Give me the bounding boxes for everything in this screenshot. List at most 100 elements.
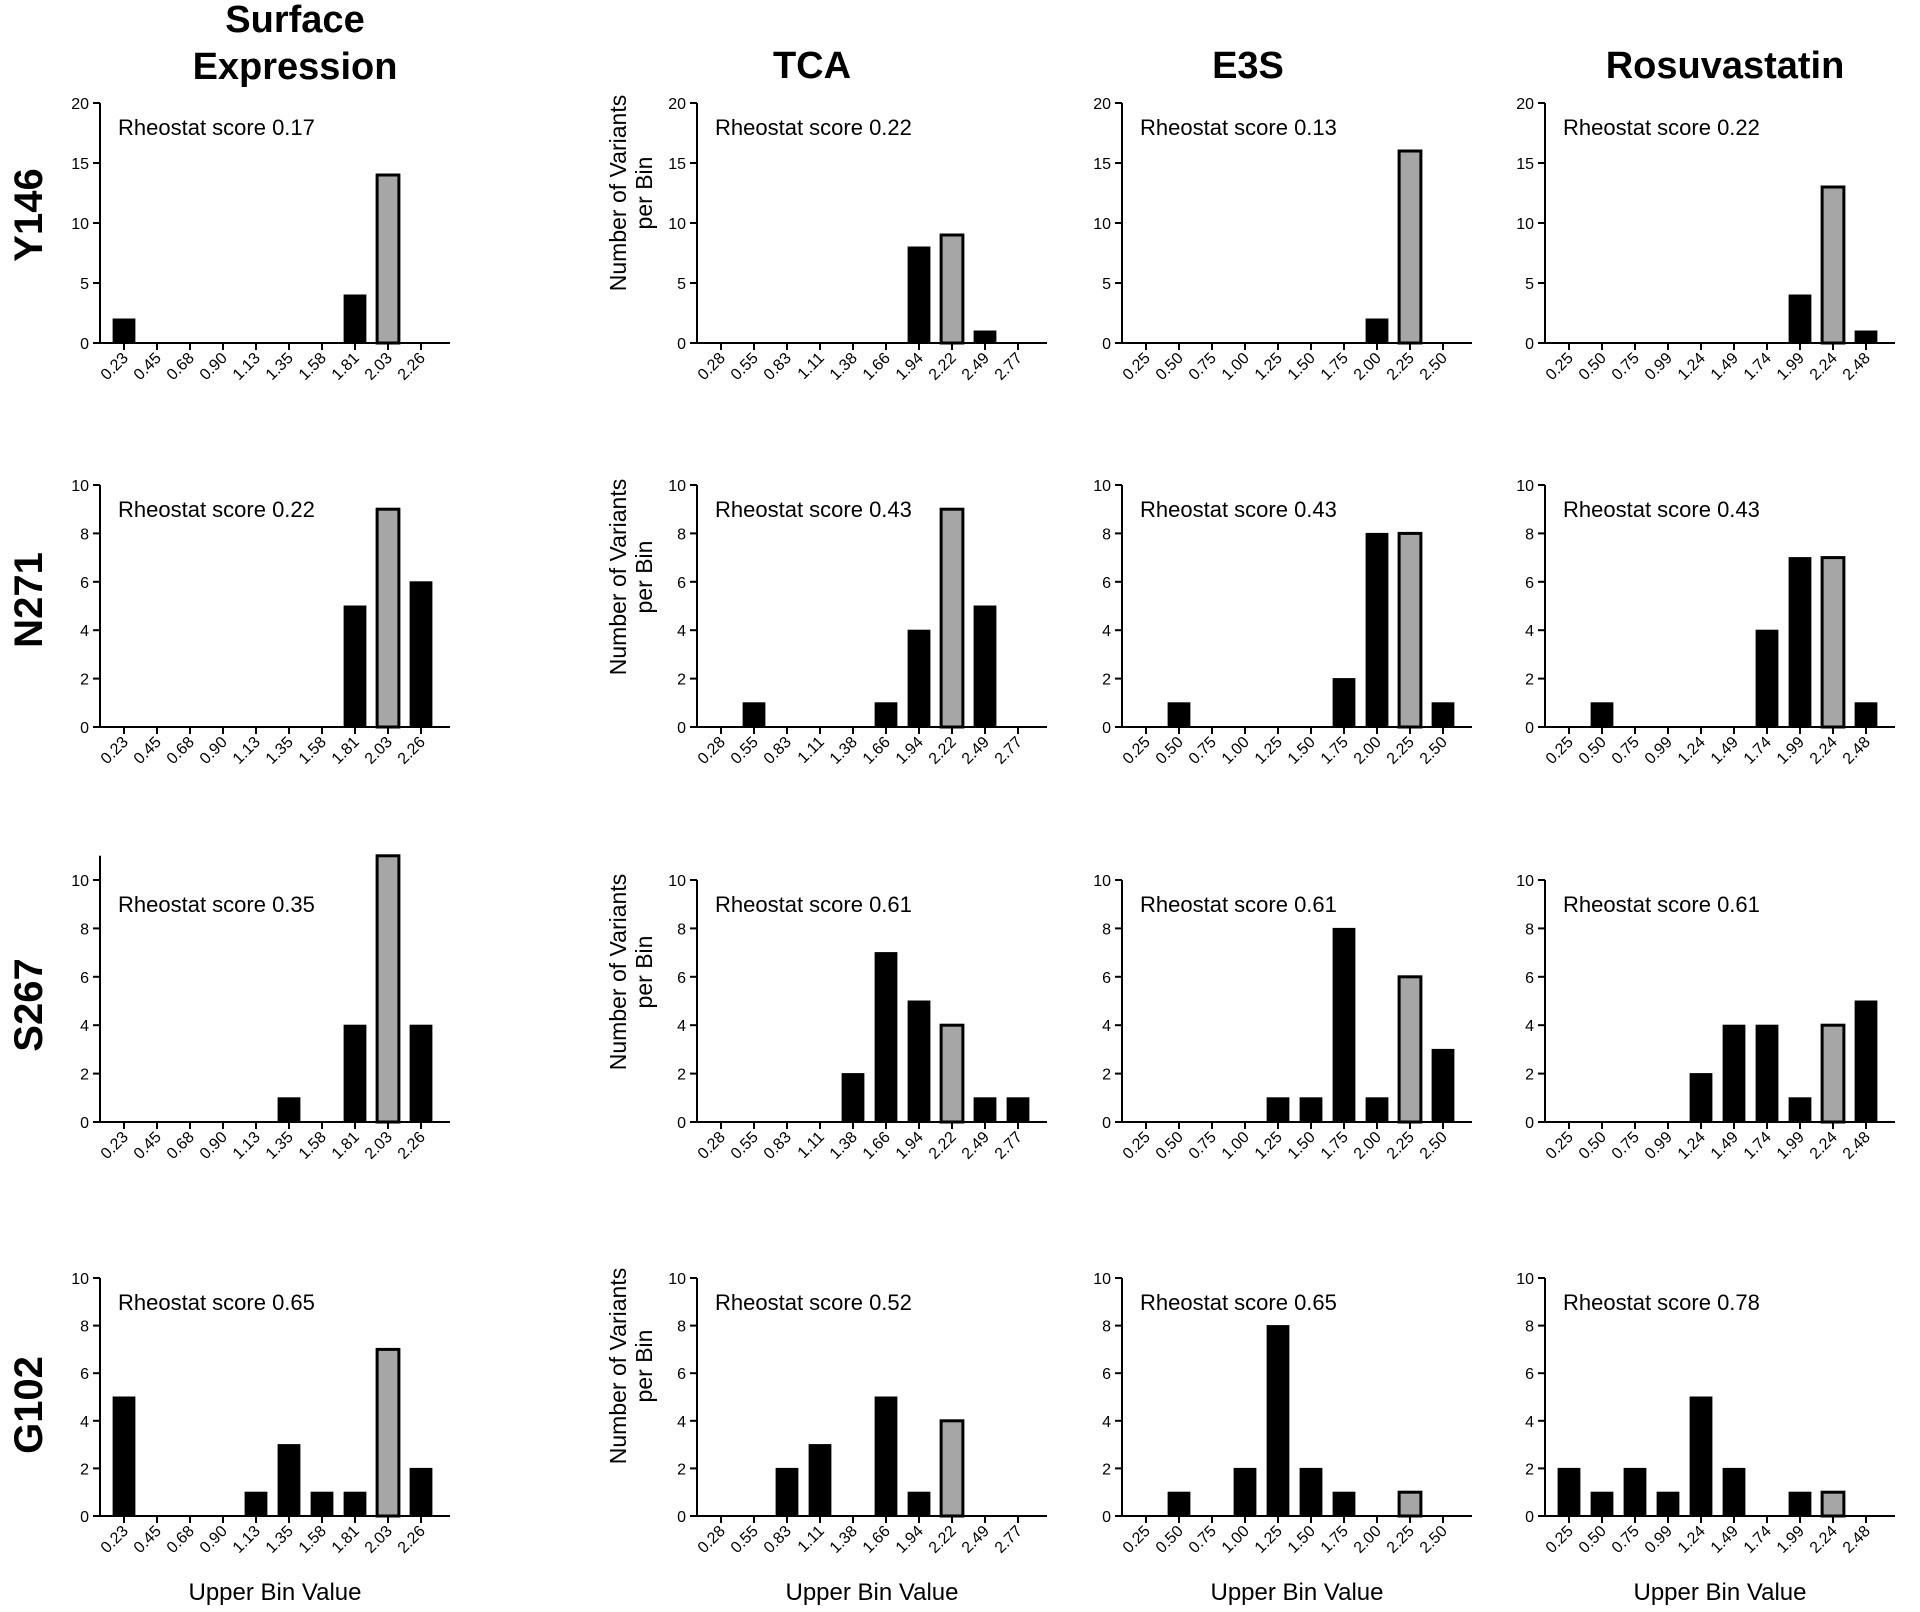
x-tick-label: 1.35 xyxy=(263,350,297,384)
x-tick-label: 1.13 xyxy=(230,350,264,384)
x-tick-label: 1.35 xyxy=(263,1523,297,1557)
y-tick-label: 5 xyxy=(677,276,686,293)
bar xyxy=(907,1000,931,1123)
x-tick-label: 1.66 xyxy=(860,1129,894,1163)
y-tick-label: 0 xyxy=(1525,336,1534,353)
y-tick-label: 5 xyxy=(80,276,89,293)
x-tick-label: 2.49 xyxy=(959,734,993,768)
y-axis-label-line: Number of Variants xyxy=(605,874,631,1070)
rheostat-score-annotation: Rheostat score 0.35 xyxy=(118,892,315,917)
x-tick-label: 2.77 xyxy=(992,1523,1026,1557)
x-tick-label: 0.55 xyxy=(728,1129,762,1163)
bar xyxy=(907,629,931,728)
x-tick-label: 0.25 xyxy=(1120,350,1154,384)
y-tick-label: 2 xyxy=(677,1067,686,1084)
x-tick-label: 0.28 xyxy=(695,734,729,768)
y-tick-label: 0 xyxy=(80,1509,89,1526)
bar xyxy=(973,605,997,728)
row-label: G102 xyxy=(7,1356,51,1454)
y-tick-label: 0 xyxy=(80,1115,89,1132)
y-tick-label: 10 xyxy=(71,1271,89,1288)
y-tick-label: 8 xyxy=(677,1319,686,1336)
bar xyxy=(343,294,367,344)
y-axis-label: Number of Variants per Bin xyxy=(605,95,657,291)
x-tick-label: 2.25 xyxy=(1384,1129,1418,1163)
y-tick-label: 10 xyxy=(668,216,686,233)
bar xyxy=(1722,1467,1746,1517)
y-tick-label: 10 xyxy=(71,216,89,233)
rheostat-score-annotation: Rheostat score 0.13 xyxy=(1140,115,1337,140)
x-tick-label: 0.90 xyxy=(197,1523,231,1557)
bar-wild-type xyxy=(1397,975,1423,1124)
bar xyxy=(1623,1467,1647,1517)
x-tick-label: 0.99 xyxy=(1642,350,1676,384)
y-tick-label: 10 xyxy=(1093,216,1111,233)
y-axis-label: Number of Variants per Bin xyxy=(605,479,657,675)
x-tick-label: 0.55 xyxy=(728,1523,762,1557)
x-tick-label: 0.25 xyxy=(1120,734,1154,768)
y-tick-label: 0 xyxy=(1525,1509,1534,1526)
x-axis-label: Upper Bin Value xyxy=(786,1579,959,1606)
x-tick-label: 0.55 xyxy=(728,350,762,384)
bar xyxy=(343,605,367,728)
bar-wild-type xyxy=(1820,556,1846,729)
x-tick-label: 1.81 xyxy=(329,350,363,384)
x-axis-label: Upper Bin Value xyxy=(1634,1579,1807,1606)
y-tick-label: 2 xyxy=(80,672,89,689)
x-tick-label: 2.22 xyxy=(926,350,960,384)
x-tick-label: 0.45 xyxy=(131,1129,165,1163)
bar xyxy=(1590,1491,1614,1517)
y-tick-label: 8 xyxy=(1102,526,1111,543)
bar xyxy=(1332,927,1356,1123)
y-tick-label: 10 xyxy=(1093,873,1111,890)
x-tick-label: 2.48 xyxy=(1840,1129,1874,1163)
y-tick-label: 0 xyxy=(677,720,686,737)
y-tick-label: 10 xyxy=(71,478,89,495)
x-tick-label: 0.99 xyxy=(1642,734,1676,768)
rheostat-score-annotation: Rheostat score 0.43 xyxy=(1563,497,1760,522)
rheostat-score-annotation: Rheostat score 0.22 xyxy=(118,497,315,522)
chart-panel-n271-e3s: 02468100.250.500.751.001.251.501.752.002… xyxy=(1093,478,1472,768)
x-tick-label: 1.13 xyxy=(230,1523,264,1557)
rheostat-score-annotation: Rheostat score 0.61 xyxy=(1140,892,1337,917)
chart-panel-n271-rosuvastatin: 02468100.250.500.750.991.241.491.741.992… xyxy=(1516,478,1895,768)
y-tick-label: 0 xyxy=(677,336,686,353)
y-tick-label: 10 xyxy=(1093,1271,1111,1288)
x-tick-label: 1.24 xyxy=(1675,1523,1709,1557)
y-tick-label: 4 xyxy=(80,1018,89,1035)
x-tick-label: 1.13 xyxy=(230,1129,264,1163)
x-tick-label: 0.90 xyxy=(197,350,231,384)
bar xyxy=(1788,294,1812,344)
rheostat-score-annotation: Rheostat score 0.22 xyxy=(715,115,912,140)
y-tick-label: 4 xyxy=(677,1414,686,1431)
y-tick-label: 5 xyxy=(1102,276,1111,293)
x-tick-label: 0.83 xyxy=(761,1523,795,1557)
x-tick-label: 0.23 xyxy=(98,734,132,768)
x-tick-label: 1.49 xyxy=(1708,350,1742,384)
y-tick-label: 4 xyxy=(80,1414,89,1431)
x-tick-label: 2.00 xyxy=(1351,350,1385,384)
column-title: Rosuvastatin xyxy=(1606,45,1845,87)
x-tick-label: 1.50 xyxy=(1285,1129,1319,1163)
bar xyxy=(1431,1048,1455,1123)
x-tick-label: 1.74 xyxy=(1741,734,1775,768)
x-tick-label: 1.11 xyxy=(795,1129,828,1162)
y-tick-label: 15 xyxy=(1093,156,1111,173)
y-tick-label: 2 xyxy=(1102,1067,1111,1084)
x-tick-label: 0.23 xyxy=(98,1523,132,1557)
y-axis-label-line: per Bin xyxy=(631,1330,657,1403)
bar-wild-type xyxy=(1820,185,1846,345)
x-tick-label: 0.75 xyxy=(1186,1129,1220,1163)
bar xyxy=(1854,1000,1878,1123)
x-tick-label: 1.50 xyxy=(1285,350,1319,384)
x-tick-label: 2.50 xyxy=(1417,1523,1451,1557)
y-tick-label: 8 xyxy=(1525,526,1534,543)
chart-panel-y146-rosuvastatin: 0 5 10 15 20 0.250.500.750.991.241.491.741.99… xyxy=(1516,96,1895,384)
x-tick-label: 2.50 xyxy=(1417,350,1451,384)
x-tick-label: 0.28 xyxy=(695,350,729,384)
rheostat-score-annotation: Rheostat score 0.65 xyxy=(118,1290,315,1315)
x-tick-label: 1.00 xyxy=(1219,734,1253,768)
